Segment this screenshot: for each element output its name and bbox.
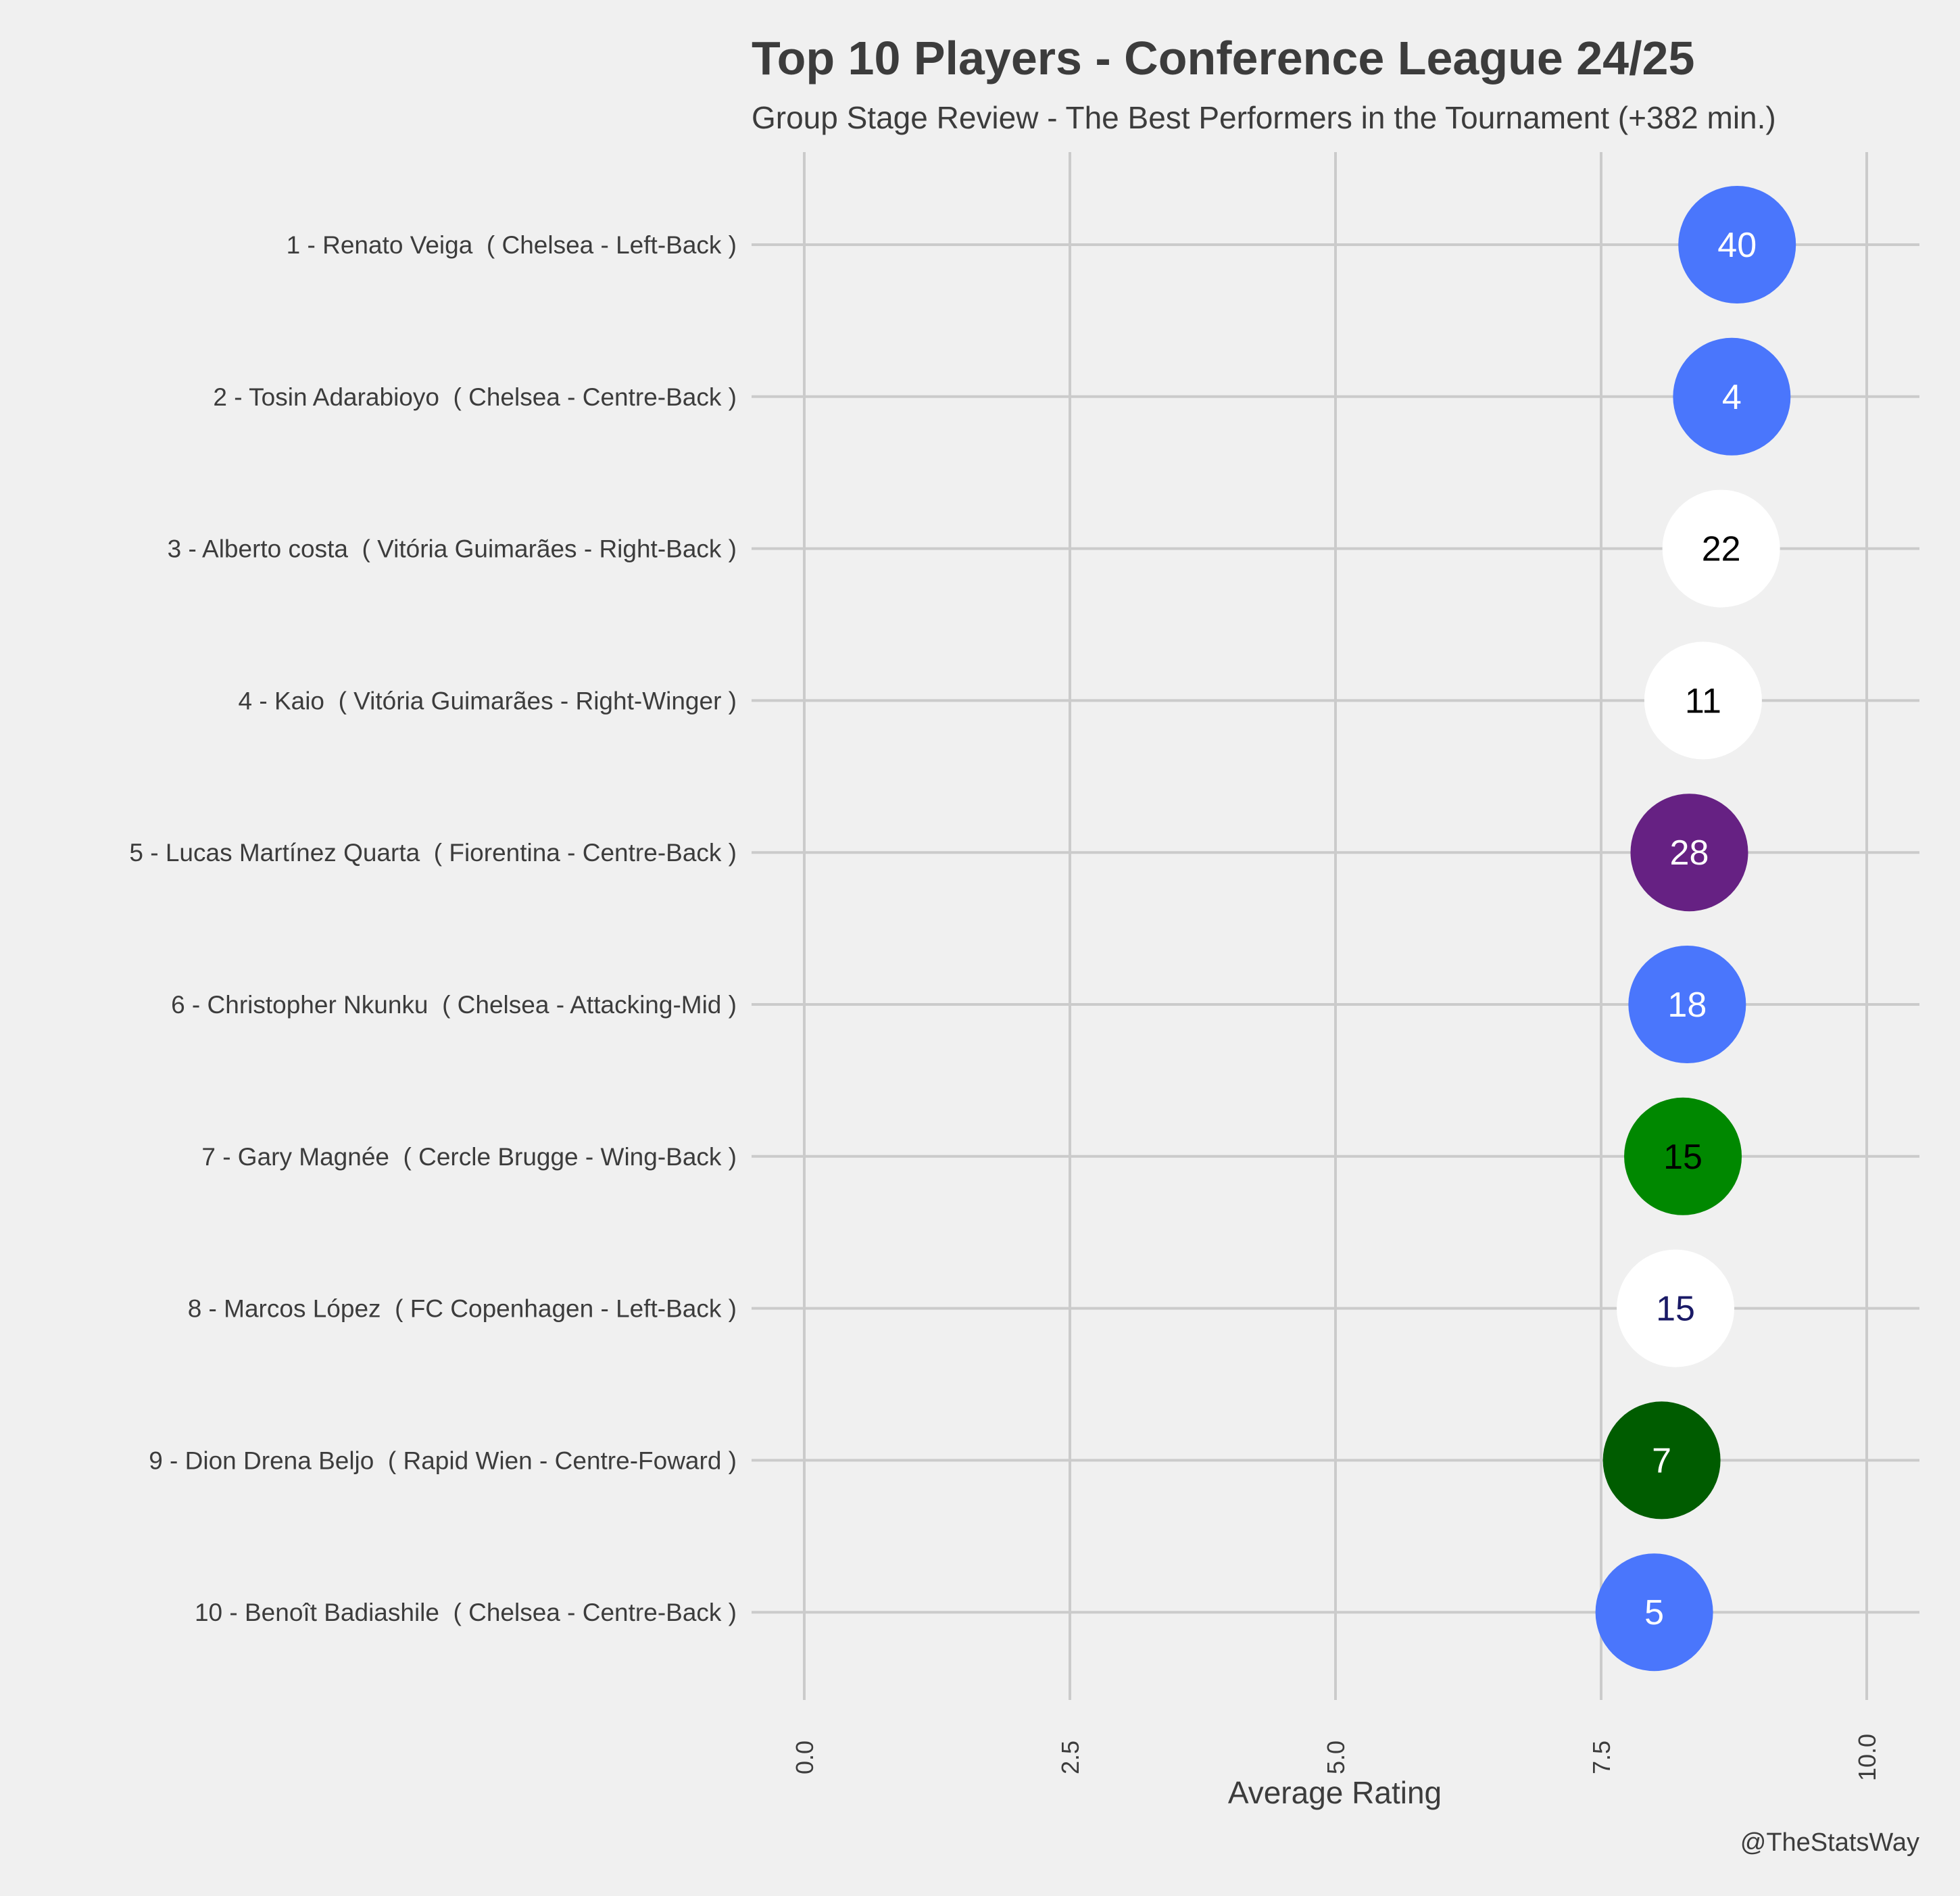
player-number-label: 5 — [1644, 1593, 1664, 1632]
player-label: 4 - Kaio ( Vitória Guimarães - Right-Win… — [239, 687, 737, 714]
player-point — [1678, 186, 1796, 303]
player-label: 6 - Christopher Nkunku ( Chelsea - Attac… — [171, 991, 737, 1019]
player-number-label: 11 — [1685, 681, 1721, 721]
player-point — [1630, 794, 1748, 912]
player-number-label: 15 — [1663, 1138, 1702, 1177]
player-number-label: 7 — [1652, 1441, 1671, 1480]
player-number-label: 15 — [1656, 1290, 1695, 1329]
player-label: 7 - Gary Magnée ( Cercle Brugge - Wing-B… — [201, 1143, 737, 1171]
player-point — [1602, 1401, 1721, 1520]
player-point — [1644, 641, 1762, 760]
player-label: 8 - Marcos López ( FC Copenhagen - Left-… — [188, 1295, 737, 1323]
player-point — [1628, 946, 1746, 1063]
x-tick-label: 7.5 — [1588, 1741, 1615, 1774]
player-label: 5 - Lucas Martínez Quarta ( Fiorentina -… — [129, 839, 737, 867]
player-number-label: 22 — [1702, 530, 1741, 569]
player-number-label: 40 — [1717, 226, 1757, 265]
chart-subtitle: Group Stage Review - The Best Performers… — [752, 100, 1776, 135]
player-label: 10 - Benoît Badiashile ( Chelsea - Centr… — [195, 1599, 737, 1626]
player-point — [1617, 1249, 1735, 1367]
x-axis-label: Average Rating — [1228, 1775, 1442, 1810]
credit-text: @TheStatsWay — [1740, 1828, 1919, 1857]
x-tick-label: 2.5 — [1056, 1741, 1084, 1774]
x-tick-label: 0.0 — [791, 1741, 818, 1774]
player-number-label: 18 — [1667, 986, 1707, 1025]
player-number-label: 28 — [1670, 833, 1709, 873]
player-point — [1595, 1553, 1713, 1672]
point-layer: 40 4 22 11 28 18 15 15 7 5 — [1595, 186, 1796, 1672]
player-label: 1 - Renato Veiga ( Chelsea - Left-Back ) — [287, 231, 737, 259]
player-point — [1624, 1097, 1742, 1215]
x-tick-layer: 0.0 2.5 5.0 7.5 10.0 — [791, 1734, 1881, 1781]
row-label-layer: 1 - Renato Veiga ( Chelsea - Left-Back )… — [129, 231, 737, 1626]
player-label: 9 - Dion Drena Beljo ( Rapid Wien - Cent… — [149, 1447, 737, 1474]
x-tick-label: 5.0 — [1322, 1741, 1350, 1774]
player-number-label: 4 — [1722, 378, 1742, 417]
player-point — [1662, 489, 1780, 608]
player-point — [1673, 337, 1791, 456]
player-label: 3 - Alberto costa ( Vitória Guimarães - … — [168, 535, 737, 563]
chart-title: Top 10 Players - Conference League 24/25 — [752, 32, 1694, 84]
player-label: 2 - Tosin Adarabioyo ( Chelsea - Centre-… — [213, 383, 737, 411]
x-tick-label: 10.0 — [1853, 1734, 1881, 1781]
